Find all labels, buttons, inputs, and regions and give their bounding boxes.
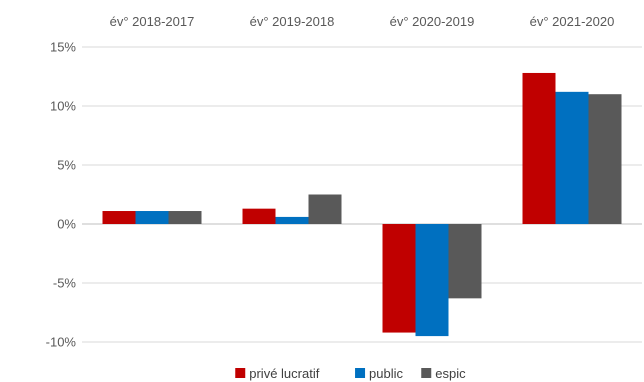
category-label: év° 2019-2018	[250, 14, 335, 29]
bar-espic	[588, 94, 622, 224]
bar-public	[555, 91, 589, 224]
bar-espic	[308, 194, 342, 224]
y-tick-label: 15%	[50, 40, 76, 55]
bar-public	[135, 211, 169, 224]
legend-label: privé lucratif	[249, 366, 319, 381]
y-axis-tick-labels: 15% 10% 5% 0% -5% -10%	[46, 40, 77, 350]
y-tick-label: 5%	[57, 158, 76, 173]
y-tick-label: 0%	[57, 217, 76, 232]
legend-item: espic	[421, 366, 466, 381]
category-label: év° 2018-2017	[110, 14, 195, 29]
legend-swatch	[421, 368, 432, 378]
y-tick-label: 10%	[50, 99, 76, 114]
legend-item: privé lucratif	[235, 366, 320, 381]
legend-swatch	[235, 368, 246, 378]
bar-public	[415, 224, 449, 337]
category-label: év° 2021-2020	[530, 14, 615, 29]
y-tick-label: -5%	[53, 276, 77, 291]
bar-privé-lucratif	[522, 72, 556, 225]
legend-swatch	[355, 368, 366, 378]
legend: privé lucratif public espic	[235, 366, 466, 381]
bar-privé-lucratif	[242, 208, 276, 224]
bar-public	[275, 216, 309, 224]
bars	[102, 72, 622, 337]
bar-espic	[448, 224, 482, 299]
legend-label: espic	[435, 366, 466, 381]
category-label: év° 2020-2019	[390, 14, 475, 29]
bar-privé-lucratif	[102, 211, 136, 224]
y-tick-label: -10%	[46, 335, 77, 350]
bar-espic	[168, 211, 202, 224]
bar-privé-lucratif	[382, 224, 416, 333]
legend-item: public	[355, 366, 404, 381]
legend-label: public	[369, 366, 403, 381]
category-labels: év° 2018-2017 év° 2019-2018 év° 2020-2019 é…	[110, 14, 615, 29]
